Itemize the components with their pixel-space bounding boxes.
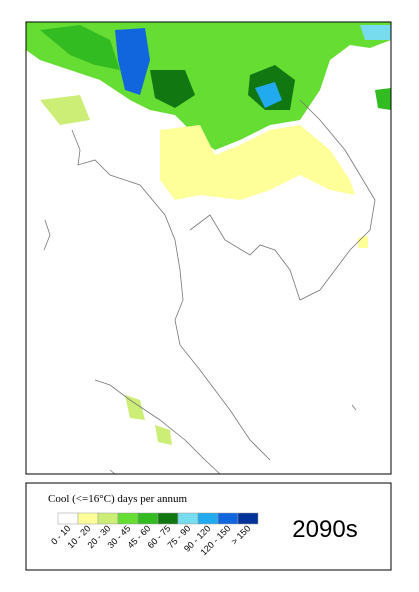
legend-title: Cool (<=16°C) days per annum: [48, 493, 187, 505]
legend-swatch: [237, 512, 259, 525]
zone-cyan: [360, 25, 391, 40]
period-label: 2090s: [292, 516, 357, 543]
zone-east: [375, 88, 391, 110]
zone-yellow: [160, 125, 355, 200]
zone-green: [26, 22, 391, 150]
legend-swatch: [157, 512, 179, 525]
zone-blue: [115, 28, 150, 95]
zone-darkest: [150, 70, 195, 108]
zone-lightgreen: [40, 95, 90, 125]
zone-vietnam: [358, 236, 368, 248]
map: [25, 21, 392, 475]
zone-darkgreen: [40, 25, 120, 70]
coastline: [71, 129, 271, 461]
zone-sumatra: [155, 425, 172, 445]
legend-swatch: [177, 512, 199, 525]
legend-swatch: [57, 512, 79, 525]
legend-swatch: [217, 512, 239, 525]
zone-lightblue: [255, 82, 282, 108]
legend-swatch: [97, 512, 119, 525]
zone-sumatra: [125, 395, 145, 420]
island: [43, 219, 357, 475]
legend-swatch: [137, 512, 159, 525]
legend-swatch: [117, 512, 139, 525]
coastline: [189, 99, 376, 301]
coastline: [94, 379, 221, 475]
legend-swatch: [197, 512, 219, 525]
map-frame: [25, 21, 392, 475]
legend-box: [25, 482, 392, 571]
legend-swatch: [77, 512, 99, 525]
